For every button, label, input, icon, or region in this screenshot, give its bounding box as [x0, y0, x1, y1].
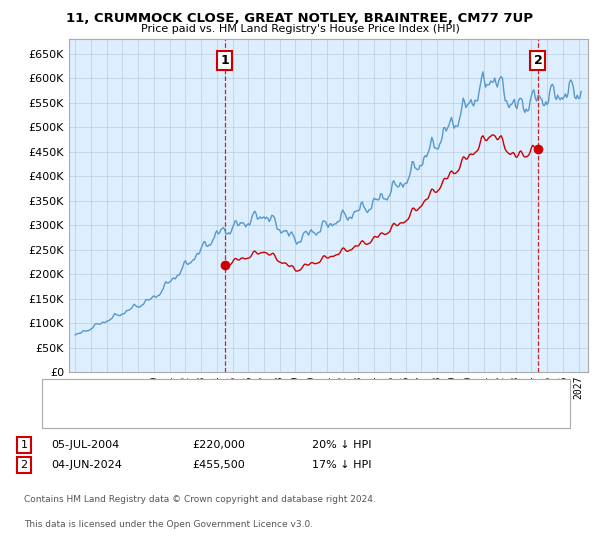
Text: 20% ↓ HPI: 20% ↓ HPI — [312, 440, 371, 450]
Text: 17% ↓ HPI: 17% ↓ HPI — [312, 460, 371, 470]
Text: 2: 2 — [533, 54, 542, 67]
Text: Contains HM Land Registry data © Crown copyright and database right 2024.: Contains HM Land Registry data © Crown c… — [24, 495, 376, 504]
Text: HPI: Average price, detached house, Braintree: HPI: Average price, detached house, Brai… — [87, 411, 328, 421]
Text: This data is licensed under the Open Government Licence v3.0.: This data is licensed under the Open Gov… — [24, 520, 313, 529]
Text: 2: 2 — [20, 460, 28, 470]
Text: 1: 1 — [220, 54, 229, 67]
Text: 1: 1 — [20, 440, 28, 450]
Text: ─────: ───── — [53, 411, 86, 421]
Text: ─────: ───── — [53, 388, 86, 398]
Text: 04-JUN-2024: 04-JUN-2024 — [51, 460, 122, 470]
Text: £455,500: £455,500 — [192, 460, 245, 470]
Text: 11, CRUMMOCK CLOSE, GREAT NOTLEY, BRAINTREE, CM77 7UP: 11, CRUMMOCK CLOSE, GREAT NOTLEY, BRAINT… — [67, 12, 533, 25]
Text: £220,000: £220,000 — [192, 440, 245, 450]
Text: 11, CRUMMOCK CLOSE, GREAT NOTLEY, BRAINTREE, CM77 7UP (detached house): 11, CRUMMOCK CLOSE, GREAT NOTLEY, BRAINT… — [87, 388, 511, 398]
Text: Price paid vs. HM Land Registry's House Price Index (HPI): Price paid vs. HM Land Registry's House … — [140, 24, 460, 34]
Text: 05-JUL-2004: 05-JUL-2004 — [51, 440, 119, 450]
